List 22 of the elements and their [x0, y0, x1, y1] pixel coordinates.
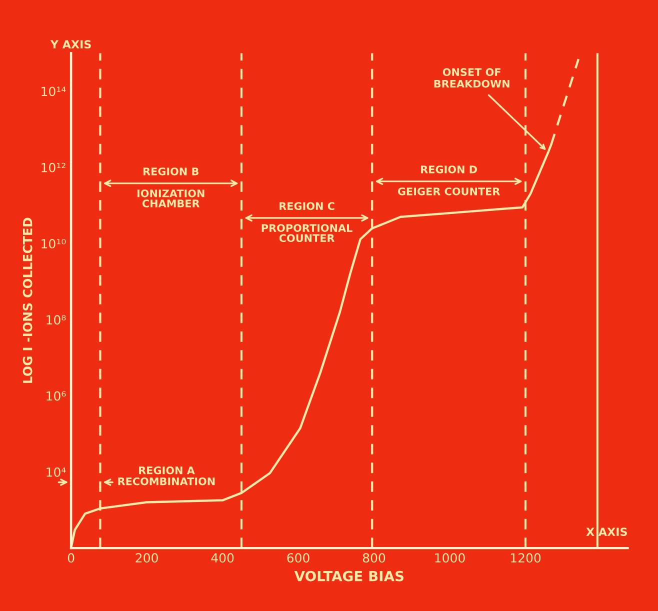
y-tick-label: 10¹⁴	[42, 86, 66, 96]
annotation: REGION A RECOMBINATION	[118, 466, 215, 486]
text: REGION C PROPORTIONAL COUNTER	[262, 202, 352, 242]
text: REGION D GEIGER COUNTER	[398, 166, 500, 196]
x-tick-label: 800	[362, 553, 386, 563]
x-tick-label: 0	[68, 553, 74, 563]
x-tick-label: 200	[136, 553, 158, 563]
y-tick-label: 10⁶	[46, 391, 66, 401]
x-axis-title: VOLTAGE BIAS	[294, 570, 404, 582]
x-tick-label: 400	[211, 553, 234, 563]
y-axis-title: LOG I -IONS COLLECTED	[22, 218, 32, 383]
text: REGION B IONIZATION CHAMBER	[137, 167, 204, 208]
y-tick-label: 10⁴	[46, 467, 66, 477]
x-tick-label: 1200	[510, 553, 541, 563]
y-tick-label: 10¹⁰	[42, 238, 66, 248]
annotation: ONSET OF BREAKDOWN	[434, 68, 510, 88]
x-tick-label: 1000	[435, 553, 465, 563]
x-tick-label: 600	[287, 553, 310, 563]
annotation: X AXIS	[586, 528, 627, 536]
y-tick-label: 10⁸	[46, 315, 66, 325]
y-tick-label: 10¹²	[42, 162, 66, 172]
text: Y AXIS	[50, 40, 91, 49]
